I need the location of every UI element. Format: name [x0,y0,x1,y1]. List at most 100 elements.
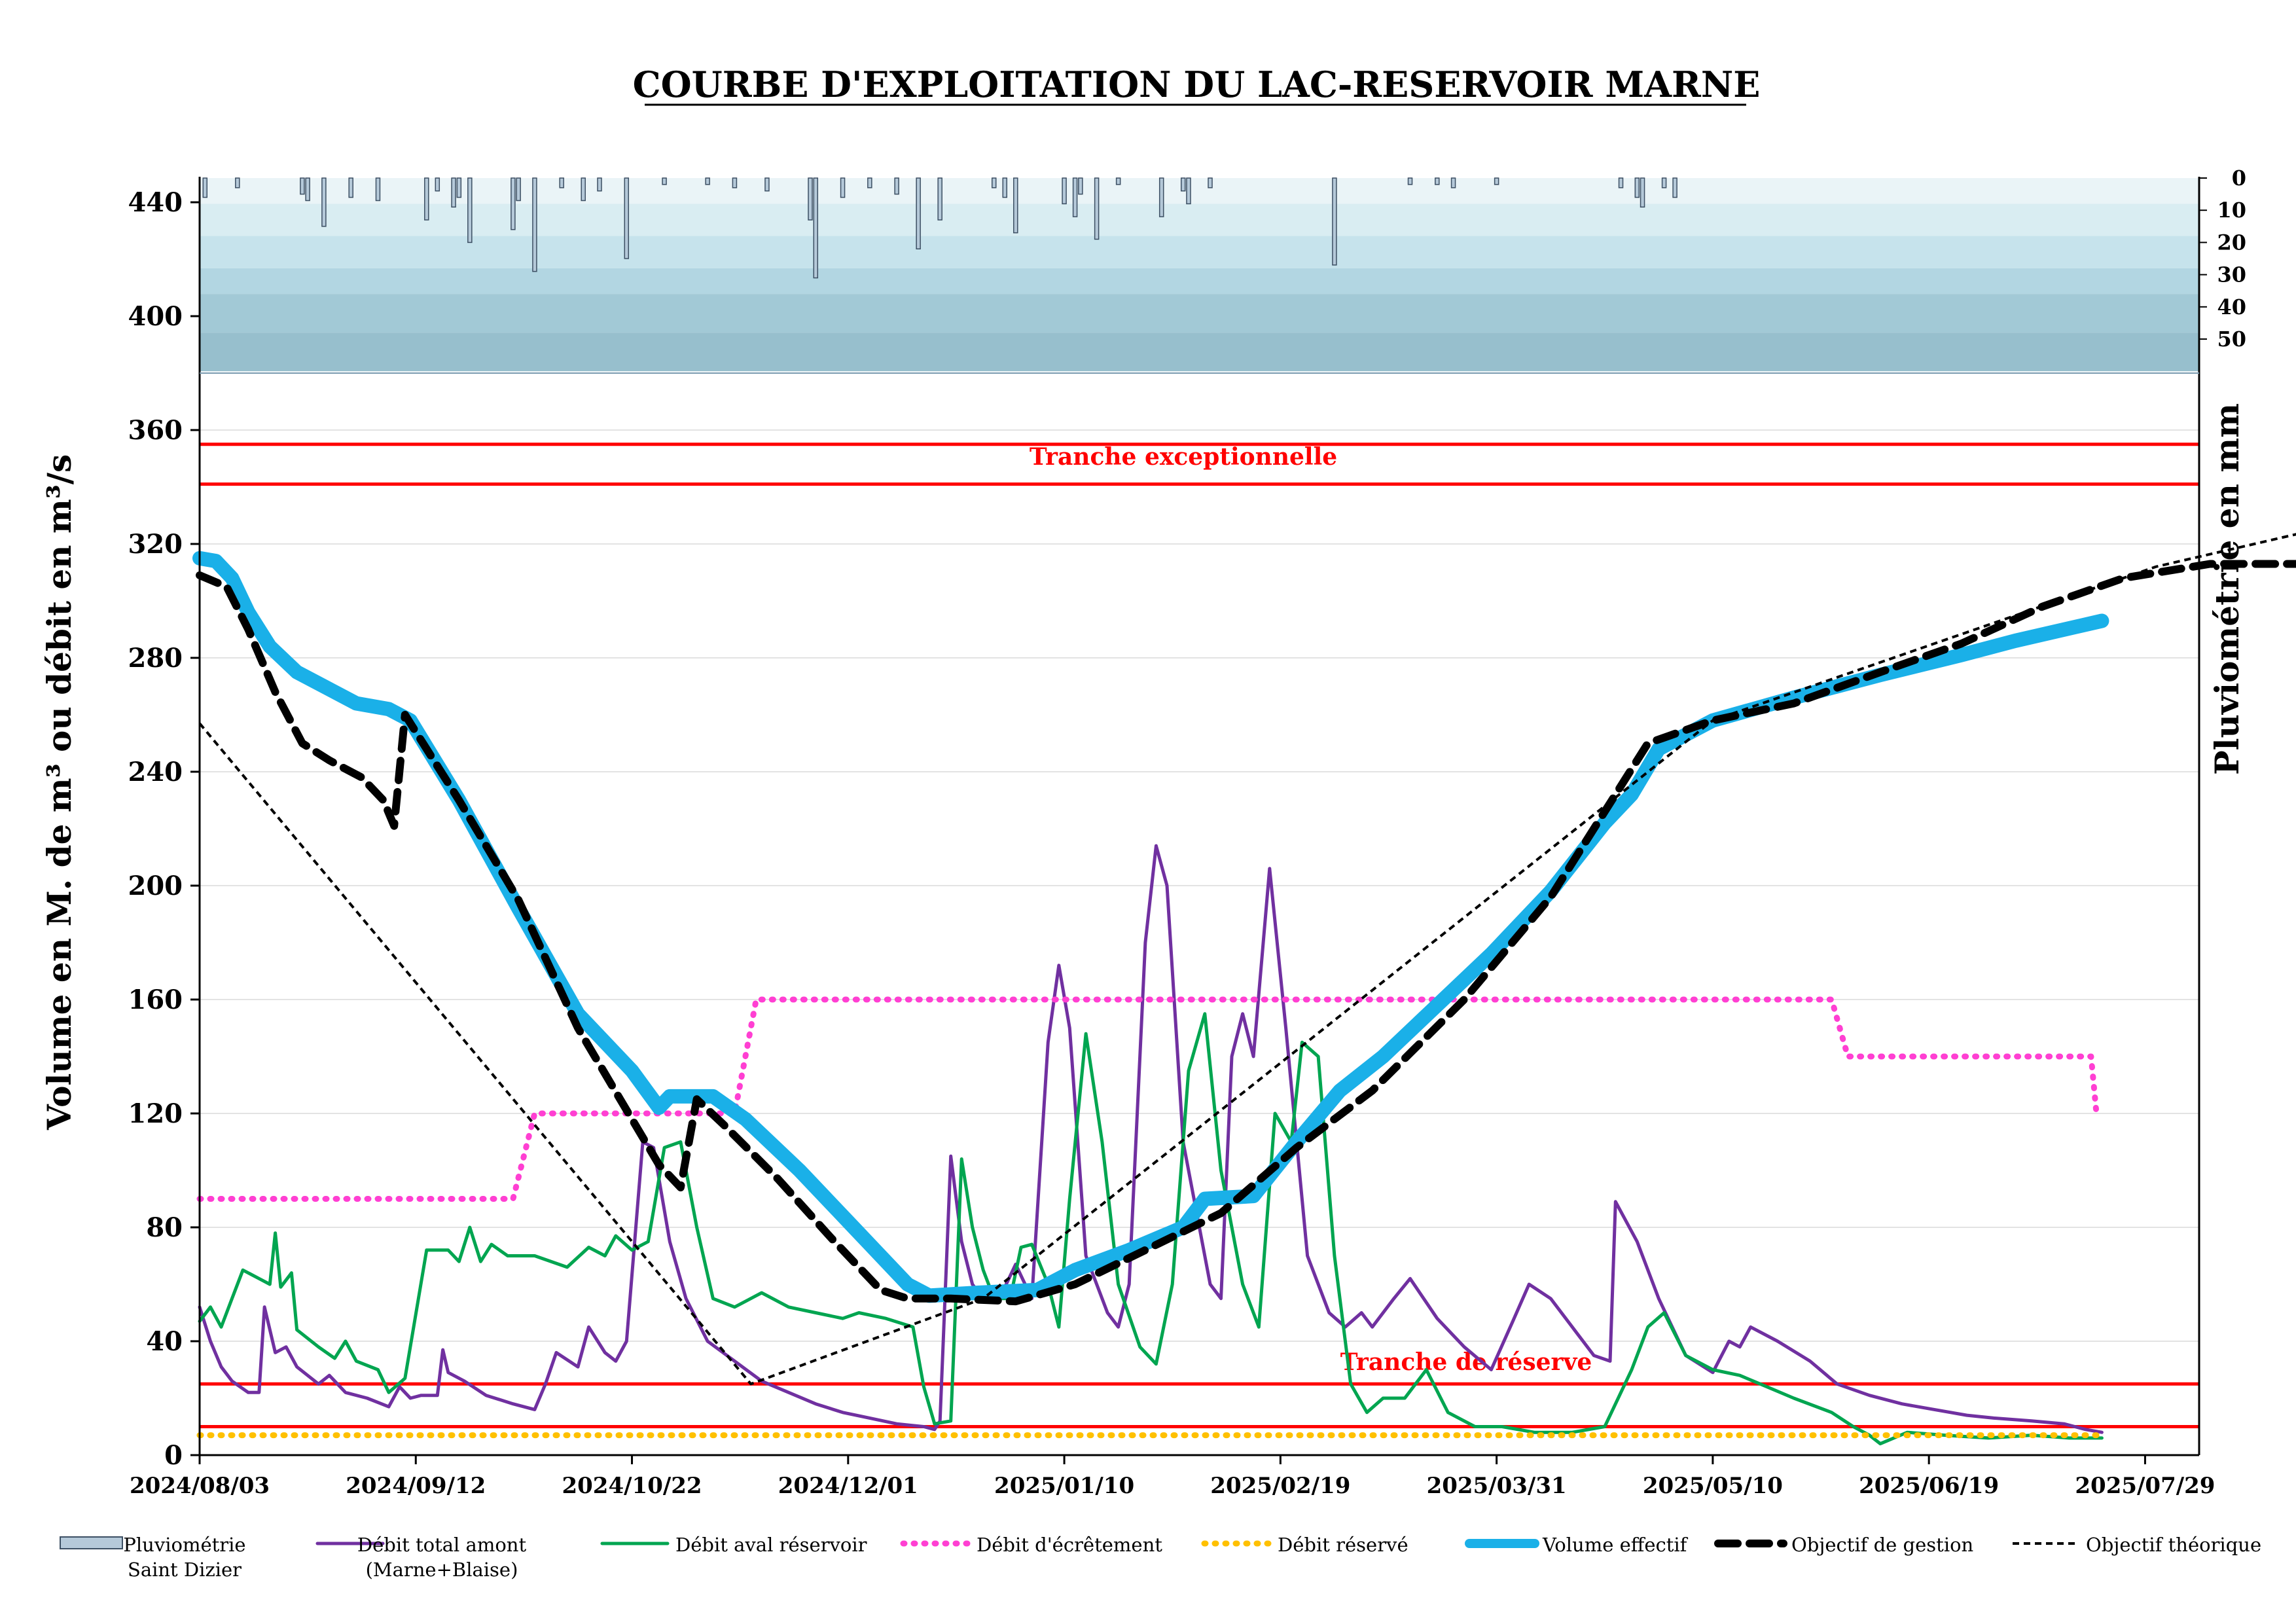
threshold-lines: Tranche exceptionnelle Tranche de réserve [200,442,2199,1428]
legend-label: Saint Dizier [128,1559,242,1581]
legend-label: Débit total amont [357,1534,527,1556]
rain-bar [511,177,516,230]
rain-tick-label: 10 [2217,198,2246,223]
rain-bar [867,177,872,189]
rain-bar [1002,177,1008,198]
threshold-label: Tranche exceptionnelle [1030,443,1337,471]
rain-bar [916,177,921,249]
rain-bar [991,177,997,189]
y2-axis-label: Pluviométrie en mm [2208,403,2246,775]
chart-title: COURBE D'EXPLOITATION DU LAC-RESERVOIR M… [633,63,1761,105]
rain-bar [1494,177,1499,185]
rain-bar [305,177,310,202]
series-line [198,844,2104,1434]
y-tick-label: 440 [128,187,183,218]
x-tick-label: 2024/12/01 [778,1473,918,1499]
rain-bar [705,177,710,185]
rain-bar [813,177,819,279]
y-tick-label: 80 [146,1212,183,1243]
rainfall-bars [202,177,1677,279]
rain-band [200,204,2199,236]
rain-bar [1094,177,1100,240]
x-tick-label: 2025/01/10 [994,1473,1134,1499]
series-line [196,996,2100,1202]
y-axis-label: Volume en M. de m³ ou débit en m³/s [40,454,79,1130]
x-tick-label: 2024/10/22 [562,1473,702,1499]
x-tick-label: 2025/07/29 [2075,1473,2215,1499]
y-tick-label: 40 [146,1326,183,1357]
rain-bar [1672,177,1677,198]
rain-tick-label: 20 [2217,230,2246,255]
y-tick-label: 240 [128,757,183,787]
y-tick-label: 280 [128,643,183,674]
rain-bar [467,177,473,244]
x-tick-label: 2024/08/03 [130,1473,270,1499]
rain-tick-label: 50 [2217,327,2246,352]
rain-bar [840,177,846,198]
rain-bar [451,177,456,208]
rain-bar [662,177,667,185]
legend-swatch [60,1536,123,1549]
rain-bar [321,177,327,227]
series-line [198,533,2296,1386]
rain-tick-label: 30 [2217,262,2246,287]
rain-bar [624,177,630,259]
rain-bar [1332,177,1337,266]
threshold-label: Tranche de réserve [1340,1348,1592,1376]
legend-label: Débit aval réservoir [675,1534,867,1556]
rain-bar [348,177,353,198]
rain-bar [1115,177,1121,185]
rain-band [200,333,2199,372]
rain-bar [808,177,813,221]
y-tick-label: 120 [128,1098,183,1129]
legend-label: Volume effectif [1542,1534,1689,1556]
rain-bar [1407,177,1413,185]
legend-label: Débit d'écrêtement [977,1534,1162,1556]
rain-band [200,268,2199,295]
y-tick-label: 360 [128,415,183,446]
rain-bar [235,177,240,189]
x-tick-label: 2025/03/31 [1427,1473,1567,1499]
rain-bar [1450,177,1456,189]
rain-tick-label: 40 [2217,295,2246,319]
rain-bar [1435,177,1440,185]
series-lines [192,533,2296,1446]
rain-bar [1640,177,1645,208]
rain-bar [456,177,462,198]
rain-bar [581,177,586,202]
legend-label: Objectif de gestion [1791,1534,1973,1556]
rain-bar [532,177,537,272]
rain-bar [1072,177,1078,217]
x-tick-label: 2025/06/19 [1859,1473,1999,1499]
x-tick-label: 2024/09/12 [346,1473,486,1499]
rain-bar [1062,177,1067,205]
rain-tick-label: 0 [2232,166,2246,190]
series-line [198,1012,2104,1446]
rain-bar [732,177,738,189]
rain-band [200,294,2199,333]
y-tick-label: 200 [128,871,183,901]
rain-bar [300,177,305,195]
legend-label: (Marne+Blaise) [366,1559,518,1581]
rain-bar [1186,177,1191,205]
rain-band [200,236,2199,268]
rain-bar [1078,177,1083,195]
rain-bar [516,177,521,202]
series-line [196,560,2296,1306]
rainfall-panel [200,178,2199,372]
rain-bar [559,177,564,189]
legend-label: Débit réservé [1278,1534,1408,1556]
rain-bar [1208,177,1213,189]
rain-bar [937,177,942,221]
rain-bar [1661,177,1667,189]
rain-bar [764,177,770,192]
rain-bar [894,177,899,195]
rain-bar [1158,177,1164,217]
y-tick-label: 320 [128,529,183,560]
y-tick-label: 0 [164,1440,183,1471]
rain-bar [1618,177,1624,189]
rain-bar [375,177,381,202]
rain-bar [435,177,440,192]
legend-label: Pluviométrie [123,1534,245,1556]
